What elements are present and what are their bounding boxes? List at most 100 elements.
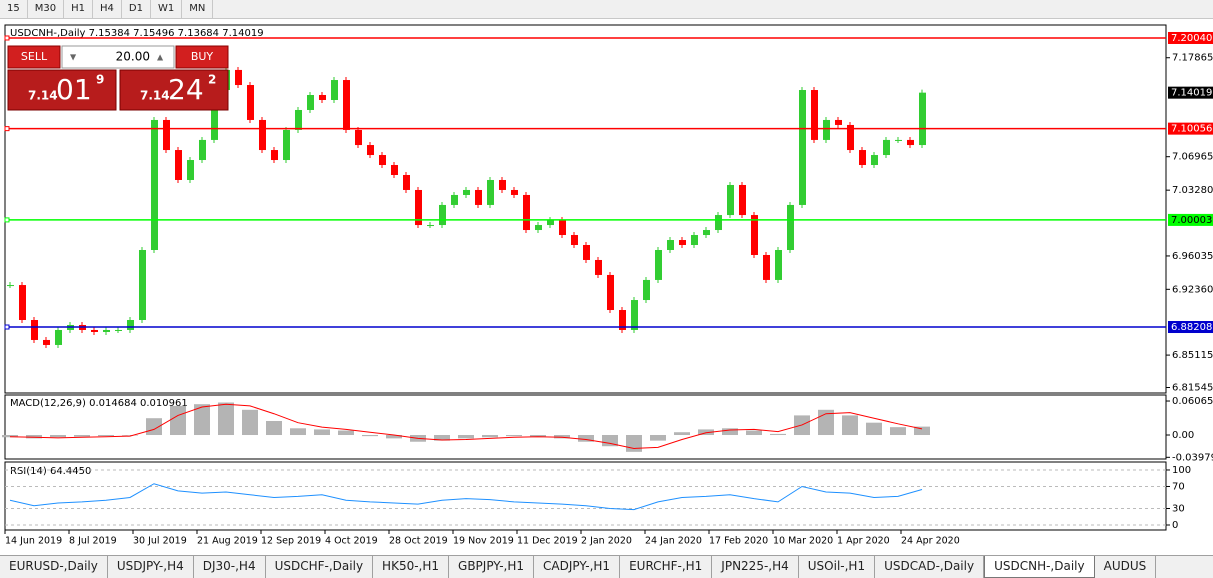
sell-button[interactable] [7, 45, 61, 69]
macd-bar [98, 435, 114, 437]
candle [439, 204, 446, 226]
candle [91, 329, 98, 332]
symbol-tab[interactable]: DJ30-,H4 [194, 556, 266, 578]
candle [367, 145, 374, 156]
symbol-tab[interactable]: CADJPY-,H1 [534, 556, 621, 578]
macd-bar [26, 435, 42, 439]
ask-pips: 24 [168, 73, 204, 106]
symbol-tab[interactable]: EURCHF-,H1 [620, 556, 713, 578]
symbol-tab[interactable]: GBPJPY-,H1 [449, 556, 535, 578]
date-label: 4 Oct 2019 [325, 536, 378, 547]
y-tick-label: 0.060657 [1172, 396, 1213, 407]
candle [883, 139, 890, 156]
y-tick-label: 30 [1172, 503, 1185, 514]
candle [739, 184, 746, 216]
y-tick-label: 6.92360 [1172, 284, 1213, 295]
candle [199, 139, 206, 161]
rsi-label: RSI(14) 64.4450 [10, 466, 91, 477]
candle [247, 85, 254, 120]
symbol-tab[interactable]: USDCAD-,Daily [875, 556, 985, 578]
candle [163, 119, 170, 151]
macd-bar [434, 435, 450, 441]
candle [235, 69, 242, 86]
timeframe-button[interactable]: MN [182, 0, 214, 18]
date-label: 21 Aug 2019 [197, 536, 258, 547]
macd-bar [506, 435, 522, 437]
macd-bar [482, 435, 498, 438]
y-tick-label: 7.06965 [1172, 152, 1213, 163]
macd-bar [650, 435, 666, 441]
candle [679, 240, 686, 246]
ask-box[interactable] [119, 69, 229, 111]
macd-bar [362, 435, 378, 437]
timeframe-button[interactable]: W1 [151, 0, 183, 18]
candle [859, 150, 866, 166]
candle [211, 90, 218, 140]
candle [535, 225, 542, 231]
level-anchor [4, 126, 10, 132]
y-tick-label: 0.00 [1172, 430, 1194, 441]
y-tick-label: 6.96035 [1172, 251, 1213, 262]
candle [703, 230, 710, 236]
candle [523, 194, 530, 231]
date-label: 24 Apr 2020 [901, 536, 960, 547]
lot-value: 20.00 [116, 50, 150, 64]
macd-bar [2, 435, 18, 438]
symbol-tab[interactable]: USDCNH-,Daily [984, 556, 1095, 578]
symbol-tab[interactable]: USOil-,H1 [799, 556, 876, 578]
candle [691, 235, 698, 246]
macd-bar [770, 433, 786, 436]
macd-label: MACD(12,26,9) 0.014684 0.010961 [10, 398, 188, 409]
timeframe-button[interactable]: H4 [93, 0, 122, 18]
symbol-tab[interactable]: USDJPY-,H4 [108, 556, 194, 578]
y-tick-label: 6.81545 [1172, 383, 1213, 394]
timeframe-button[interactable]: 15 [0, 0, 28, 18]
candle [379, 155, 386, 166]
date-label: 24 Jan 2020 [645, 536, 702, 547]
candle [103, 329, 110, 332]
symbol-tab[interactable]: USDCHF-,Daily [266, 556, 374, 578]
candle [187, 160, 194, 180]
candle [751, 215, 758, 255]
symbol-tab[interactable]: EURUSD-,Daily [0, 556, 108, 578]
macd-bar [386, 435, 402, 439]
symbol-tab[interactable]: JPN225-,H4 [712, 556, 799, 578]
candle [355, 129, 362, 146]
candle [463, 189, 470, 195]
date-label: 17 Feb 2020 [709, 536, 768, 547]
symbol-tab[interactable]: HK50-,H1 [373, 556, 450, 578]
level-label: 6.88208 [1171, 322, 1212, 333]
candle [175, 150, 182, 180]
candle [19, 285, 26, 320]
candle [667, 240, 674, 250]
macd-bar [290, 428, 306, 436]
rsi-line [9, 483, 923, 511]
level-anchor [4, 35, 10, 41]
candle [595, 259, 602, 275]
candle [319, 95, 326, 100]
date-label: 28 Oct 2019 [389, 536, 448, 547]
lot-field[interactable] [61, 45, 175, 69]
macd-bar [266, 421, 282, 436]
timeframe-button[interactable]: M30 [28, 0, 65, 18]
buy-button[interactable] [175, 45, 229, 69]
candle [847, 124, 854, 151]
symbol-tab[interactable]: AUDUS [1095, 556, 1157, 578]
bid-box[interactable] [7, 69, 117, 111]
macd-bar [722, 428, 738, 436]
candle [583, 245, 590, 260]
timeframe-button[interactable]: D1 [122, 0, 151, 18]
level-label-box [1168, 122, 1213, 135]
candle [31, 319, 38, 340]
candle [43, 339, 50, 345]
candle [127, 319, 134, 330]
timeframe-button[interactable]: H1 [64, 0, 93, 18]
date-label: 30 Jul 2019 [133, 536, 187, 547]
ask-big-figure: 7.14 [140, 89, 170, 103]
date-label: 10 Mar 2020 [773, 536, 833, 547]
candle [631, 300, 638, 330]
candle [391, 165, 398, 175]
candle [259, 119, 266, 151]
date-label: 14 Jun 2019 [5, 536, 62, 547]
level-label-box [1168, 213, 1213, 226]
